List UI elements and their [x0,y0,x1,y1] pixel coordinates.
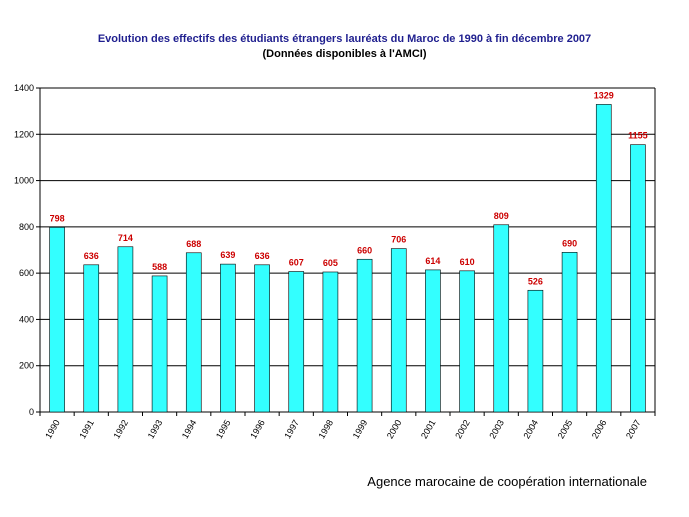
x-tick-label-2007: 2007 [624,418,643,440]
x-tick-label-1998: 1998 [316,418,335,440]
bar-1998 [322,271,339,413]
x-tick-label-2006: 2006 [590,418,609,440]
x-tick-label-1992: 1992 [111,418,130,440]
bar-1996 [254,264,270,413]
gridlines [40,87,655,367]
data-label-2007: 1155 [628,131,648,141]
y-tick-label: 0 [29,407,34,417]
bar-1993 [151,275,168,413]
data-label-1996: 636 [255,251,270,261]
x-tick-label-1999: 1999 [351,418,370,440]
data-label-1995: 639 [220,250,235,260]
data-label-1992: 714 [118,233,133,243]
x-tick-label-1991: 1991 [77,418,96,440]
source-credit: Agence marocaine de coopération internat… [367,474,647,489]
data-labels: 798 636 714 588 688 639 636 607 605 660 706 614 610 8… [50,90,648,286]
bar-1999 [356,258,373,413]
y-tick-label: 400 [19,314,34,324]
bar-2002 [459,270,475,413]
x-tick-label-1990: 1990 [43,418,62,440]
y-tick-label: 1200 [14,129,34,139]
data-label-1999: 660 [357,245,372,255]
data-label-1994: 688 [186,239,201,249]
bar-1997 [288,271,305,413]
chart-title: Evolution des effectifs des étudiants ét… [97,33,592,45]
bar-1994 [185,252,202,413]
data-label-2002: 610 [460,257,475,267]
data-label-2001: 614 [425,256,440,266]
data-label-1990: 798 [50,213,65,223]
data-label-1997: 607 [289,258,304,268]
y-tick-label: 800 [19,222,34,232]
bar-1992 [117,246,134,413]
x-tick-label-2002: 2002 [453,418,472,440]
bar-2000 [390,248,407,413]
bar-2004 [527,289,544,413]
data-label-1998: 605 [323,258,338,268]
y-tick-label: 200 [19,361,34,371]
bar-1991 [83,264,100,413]
x-tick-label-1996: 1996 [248,418,267,440]
data-label-2005: 690 [562,238,577,248]
data-label-1993: 588 [152,262,167,272]
x-tick-label-1995: 1995 [214,418,233,440]
data-label-2004: 526 [528,276,543,286]
x-tick-labels: 1990 1991 1992 1993 1994 1995 1996 1997 1998 1999… [43,418,643,440]
bars [49,104,646,413]
bar-2006 [595,104,612,413]
x-tick-label-1997: 1997 [282,418,301,440]
x-tick-label-2004: 2004 [521,418,540,440]
data-label-2003: 809 [494,211,509,221]
x-tick-label-2003: 2003 [487,418,506,440]
y-tick-label: 1000 [14,176,34,186]
x-tick-label-2005: 2005 [556,418,575,440]
axes [36,87,656,416]
bar-2001 [425,269,441,413]
y-tick-label: 1400 [14,83,34,93]
x-tick-label-1993: 1993 [146,418,165,440]
bar-1990 [49,227,65,413]
data-label-1991: 636 [84,251,99,261]
x-tick-label-2000: 2000 [385,418,404,440]
bar-2005 [561,252,578,413]
x-tick-label-2001: 2001 [419,418,438,440]
bar-1995 [220,263,236,413]
bar-2007 [630,144,646,413]
bar-2003 [493,224,510,413]
chart-subtitle: (Données disponibles à l'AMCI) [262,48,427,60]
data-label-2000: 706 [391,235,406,245]
y-tick-label: 600 [19,268,34,278]
y-tick-labels: 0 200 400 600 800 1000 1200 1400 [14,83,34,417]
x-tick-label-1994: 1994 [180,418,199,440]
data-label-2006: 1329 [594,90,614,100]
